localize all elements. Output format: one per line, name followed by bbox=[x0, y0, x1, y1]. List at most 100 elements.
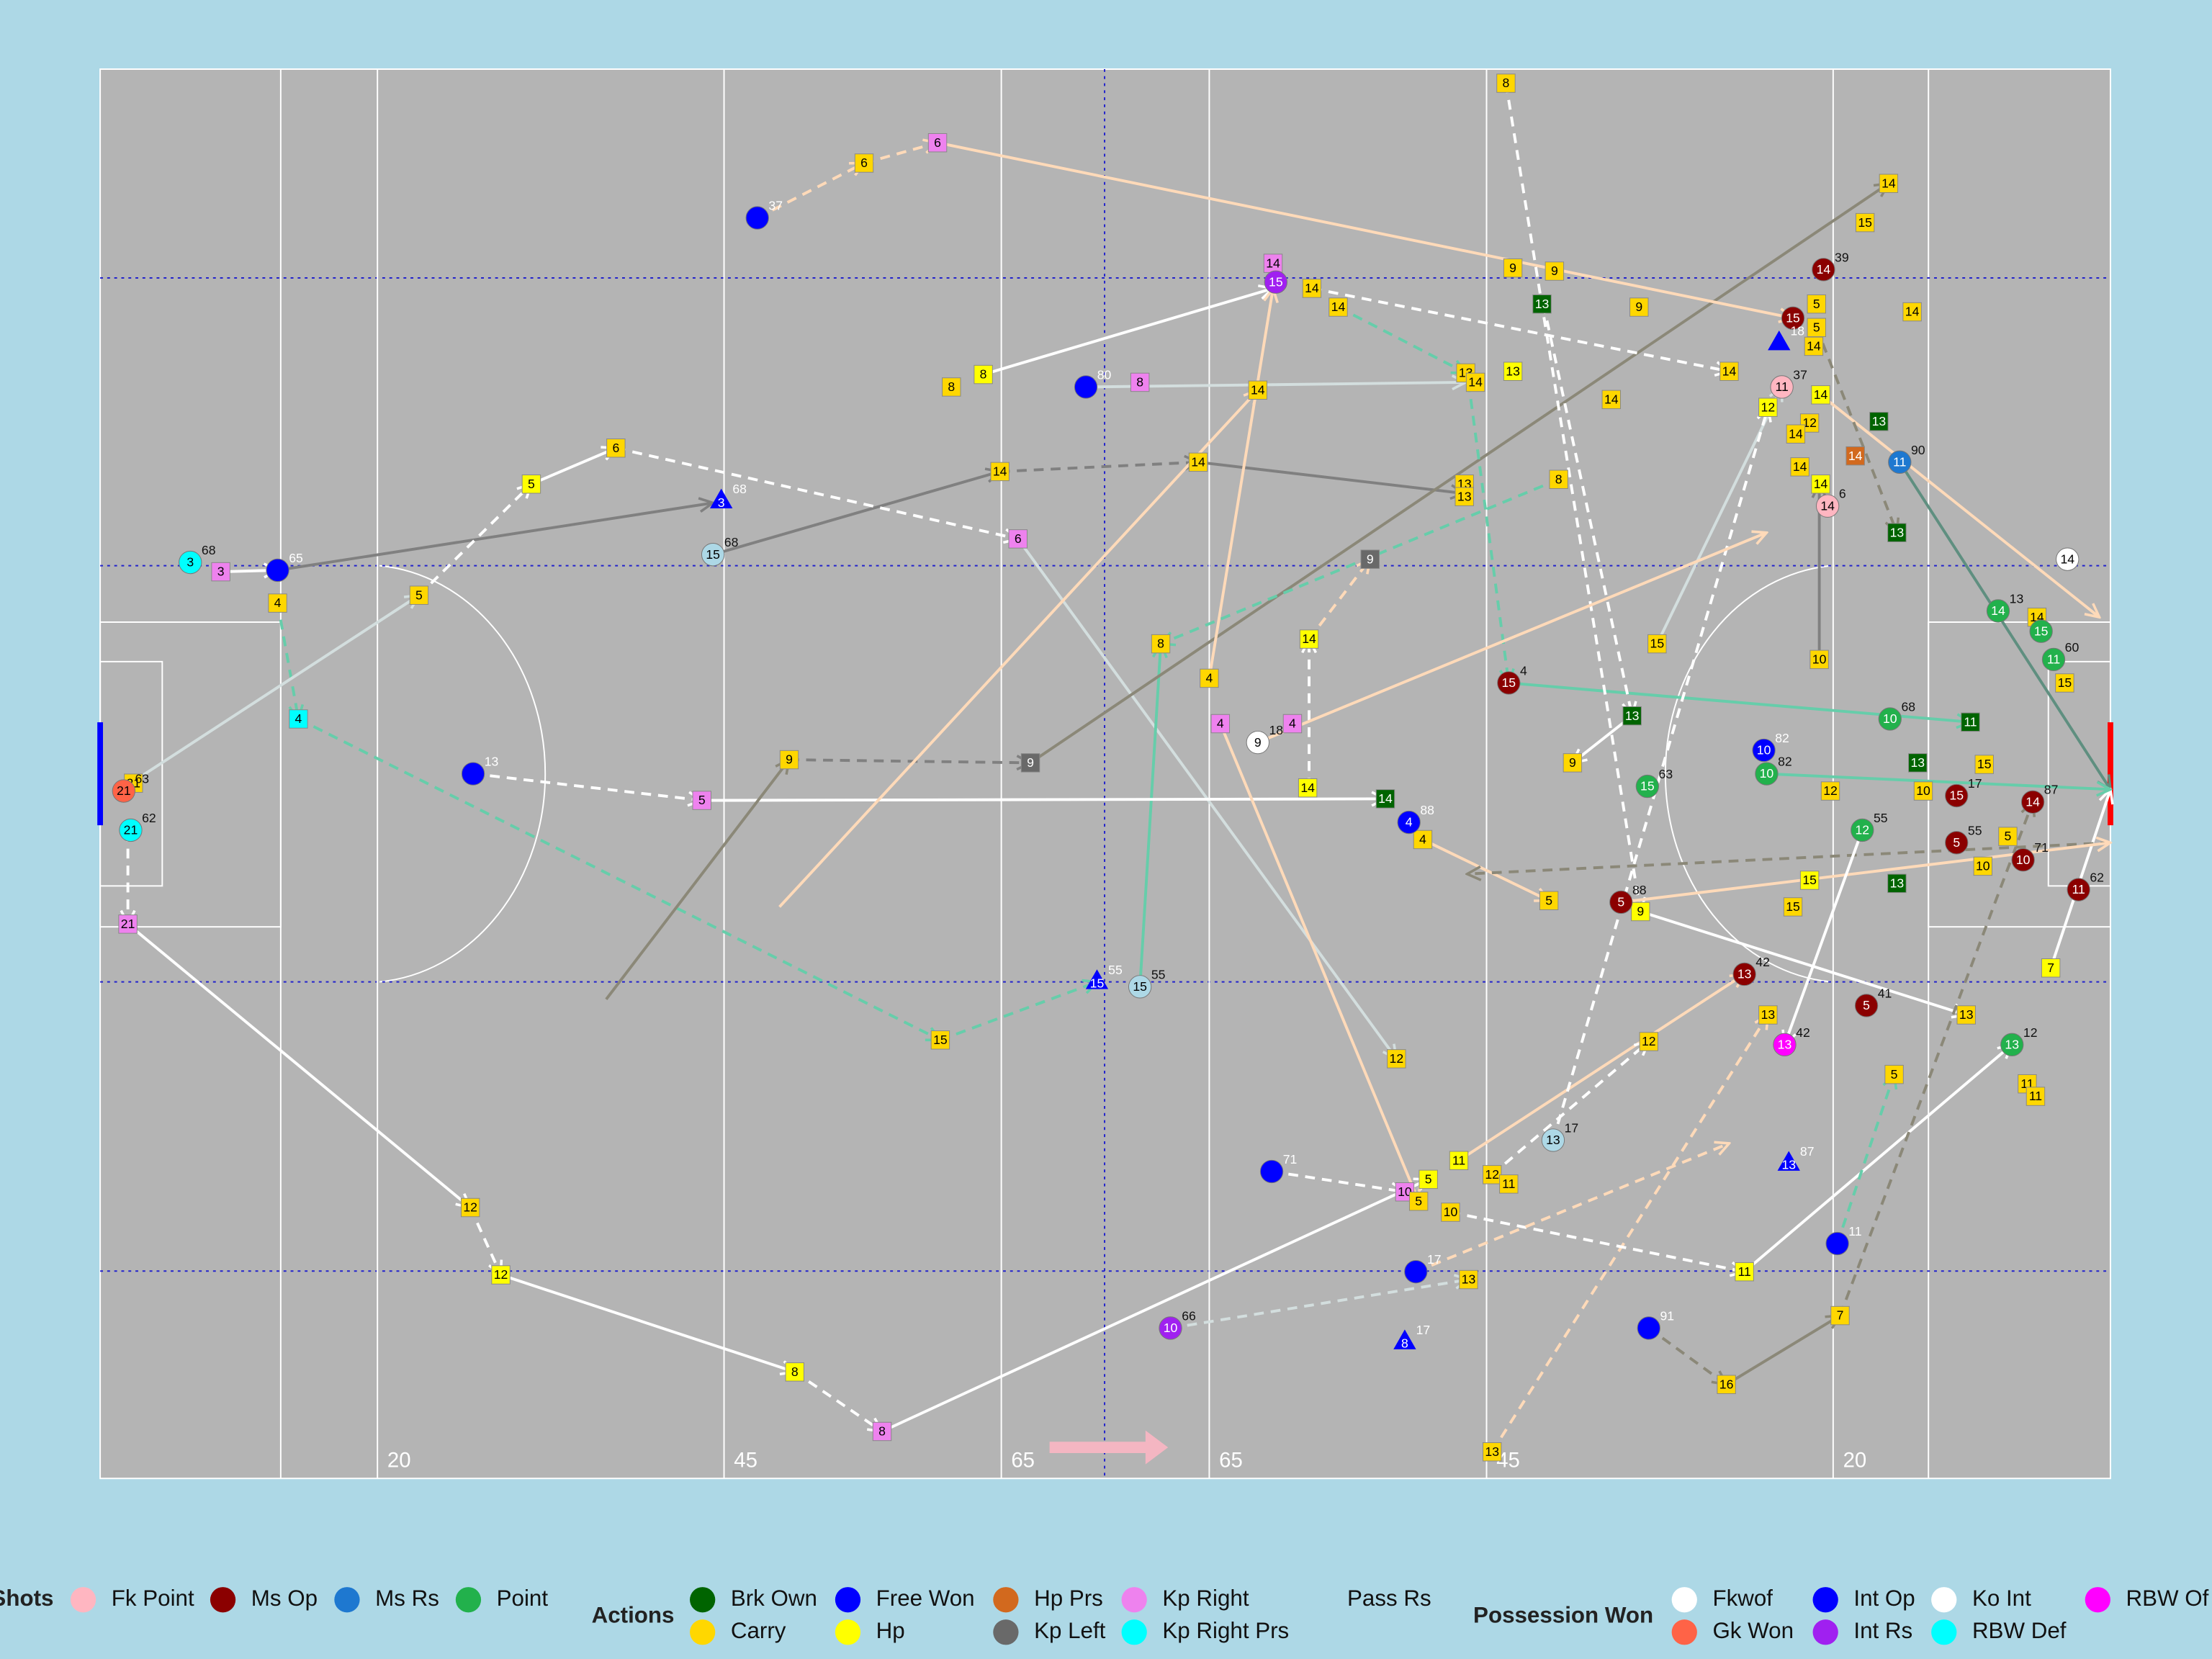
event-marker bbox=[1246, 730, 1269, 755]
event-marker bbox=[1851, 818, 1874, 842]
marker-label: 4 bbox=[1419, 832, 1426, 847]
marker-label: 15 bbox=[1640, 779, 1655, 793]
pass-arrow bbox=[1208, 288, 1273, 679]
action-marker bbox=[1328, 297, 1348, 317]
triangle-marker bbox=[1085, 969, 1109, 989]
marker-label: 11 bbox=[1964, 714, 1977, 729]
marker-label: 15 bbox=[1133, 979, 1147, 994]
action-marker bbox=[289, 709, 308, 729]
legend-label: Point bbox=[497, 1586, 549, 1611]
action-marker bbox=[1820, 781, 1840, 801]
legend-label: RBW Of bbox=[2126, 1586, 2208, 1611]
event-marker bbox=[119, 818, 143, 842]
pass-arrow bbox=[1838, 802, 2033, 1316]
direction-arrow bbox=[1049, 1430, 1169, 1465]
action-marker bbox=[1532, 294, 1552, 314]
legend-label: Ms Rs bbox=[375, 1586, 439, 1611]
legend-swatch bbox=[1671, 1619, 1697, 1645]
marker-label: 14 bbox=[1468, 375, 1483, 390]
action-marker bbox=[1629, 297, 1649, 317]
action-marker bbox=[1360, 549, 1380, 569]
marker-tag: 17 bbox=[1968, 776, 1982, 791]
arc bbox=[1664, 565, 1832, 983]
pass-arrow bbox=[1138, 644, 1161, 987]
marker-label: 15 bbox=[2034, 624, 2049, 638]
event-marker bbox=[1541, 1128, 1565, 1152]
marker-label: 5 bbox=[528, 477, 535, 491]
action-marker bbox=[1298, 778, 1318, 798]
marker-label: 13 bbox=[1535, 297, 1550, 311]
action-marker bbox=[2041, 958, 2061, 978]
action-marker bbox=[1786, 424, 1806, 444]
action-marker bbox=[1449, 1151, 1469, 1170]
pass-arrow bbox=[1415, 1143, 1729, 1273]
event-marker bbox=[1397, 810, 1421, 835]
pass-arrow bbox=[605, 760, 789, 1000]
legend-swatch bbox=[1121, 1587, 1147, 1613]
legend-label: Gk Won bbox=[1712, 1618, 1794, 1643]
legend-swatch bbox=[1121, 1619, 1147, 1645]
marker-label: 5 bbox=[1425, 1172, 1432, 1186]
action-marker bbox=[1601, 390, 1622, 410]
marker-label: 13 bbox=[1959, 1007, 1974, 1022]
marker-label: 11 bbox=[1775, 379, 1788, 394]
marker-tag: 55 bbox=[1108, 963, 1123, 977]
marker-tag: 80 bbox=[1097, 367, 1112, 382]
pass-arrow bbox=[1504, 83, 1640, 912]
pass-arrow bbox=[1725, 1316, 1840, 1386]
triangle-marker bbox=[1393, 1329, 1416, 1349]
marker-label: 5 bbox=[698, 793, 706, 807]
marker-label: 13 bbox=[1737, 967, 1752, 981]
action-marker bbox=[1887, 873, 1907, 894]
legend-title: Actions bbox=[592, 1603, 675, 1628]
marker-label: 8 bbox=[1503, 76, 1510, 90]
action-marker bbox=[1248, 380, 1268, 400]
pass-arrow bbox=[127, 922, 471, 1208]
marker-label: 9 bbox=[1027, 755, 1034, 770]
action-marker bbox=[1503, 361, 1523, 381]
marker-label: 3 bbox=[718, 495, 725, 510]
legend-label: Kp Right bbox=[1162, 1586, 1249, 1611]
action-marker bbox=[1758, 397, 1778, 417]
pass-arrow bbox=[1573, 714, 1633, 763]
marker-label: 7 bbox=[1837, 1308, 1844, 1323]
pass-arrow bbox=[615, 446, 1017, 539]
event-marker bbox=[461, 762, 485, 786]
action-marker bbox=[118, 914, 138, 934]
marker-label: 14 bbox=[1817, 262, 1831, 276]
marker-tag: 17 bbox=[1416, 1323, 1431, 1337]
action-marker bbox=[942, 377, 961, 397]
marker-label: 15 bbox=[1786, 310, 1800, 325]
goal bbox=[97, 722, 104, 826]
marker-label: 10 bbox=[1757, 743, 1771, 757]
marker-label: 8 bbox=[1157, 637, 1164, 651]
event-marker bbox=[2041, 647, 2066, 672]
marker-label: 11 bbox=[2047, 652, 2060, 666]
pass-arrow bbox=[297, 717, 940, 1040]
action-marker bbox=[1717, 1375, 1736, 1394]
pass-arrow bbox=[1422, 838, 1549, 901]
event-marker bbox=[266, 558, 289, 583]
marker-label: 14 bbox=[1191, 454, 1205, 469]
marker-tag: 66 bbox=[1182, 1308, 1196, 1323]
marker-label: 11 bbox=[1893, 454, 1906, 469]
action-marker bbox=[1879, 174, 1899, 193]
marker-label: 9 bbox=[1569, 755, 1576, 770]
pitch-label: 20 bbox=[387, 1448, 411, 1472]
pass-arrow bbox=[418, 484, 531, 597]
marker-label: 21 bbox=[117, 783, 131, 798]
action-marker bbox=[927, 132, 948, 153]
marker-tag: 12 bbox=[2023, 1025, 2038, 1040]
legend-swatch bbox=[70, 1587, 96, 1613]
marker-tag: 71 bbox=[2034, 840, 2049, 855]
marker-label: 10 bbox=[1916, 783, 1930, 798]
marker-label: 11 bbox=[2029, 1089, 2042, 1103]
pass-arrow bbox=[1655, 387, 1781, 644]
legend-swatch bbox=[835, 1587, 861, 1613]
pass-arrow bbox=[1552, 408, 1768, 1141]
event-marker bbox=[2000, 1033, 2024, 1056]
legend-label: Free Won bbox=[876, 1586, 975, 1611]
marker-label: 14 bbox=[1251, 382, 1265, 397]
event-marker bbox=[701, 542, 725, 567]
event-marker bbox=[1986, 599, 2010, 623]
